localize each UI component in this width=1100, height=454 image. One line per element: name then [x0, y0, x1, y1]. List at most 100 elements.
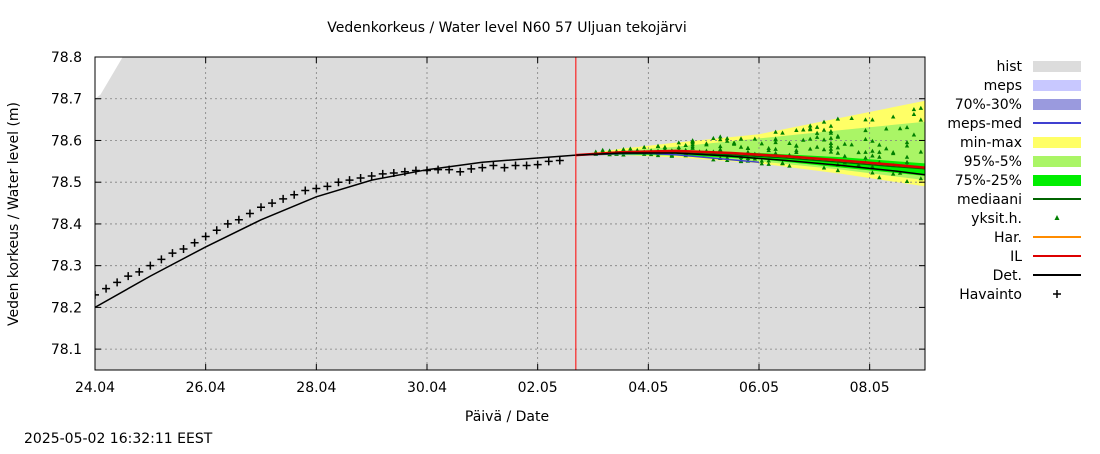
- ensemble-point: [890, 151, 896, 156]
- ensemble-point: [655, 144, 661, 149]
- legend-label: meps-med: [947, 116, 1022, 132]
- ensemble-point: [780, 130, 785, 135]
- observation-point: [345, 176, 354, 185]
- ensemble-point: [863, 127, 868, 133]
- x-tick-label: 02.05: [518, 380, 558, 396]
- ensemble-point: [628, 146, 633, 151]
- observation-point: [400, 167, 409, 176]
- ensemble-point: [904, 124, 910, 130]
- ensemble-point: [690, 145, 695, 150]
- ensemble-point: [828, 128, 834, 134]
- ensemble-point: [814, 130, 820, 135]
- ensemble-point: [911, 107, 917, 112]
- ensemble-point: [849, 142, 854, 147]
- observation-point: [533, 160, 542, 169]
- ensemble-point: [870, 153, 875, 158]
- ensemble-point: [856, 149, 861, 155]
- ensemble-point: [641, 144, 647, 149]
- x-tick-label: 26.04: [186, 380, 226, 396]
- observation-point: [555, 156, 564, 165]
- legend-label: min-max: [960, 135, 1022, 151]
- ensemble-point: [794, 143, 799, 148]
- ensemble-point: [863, 117, 868, 122]
- legend-label: 70%-30%: [955, 97, 1022, 113]
- legend-label: Har.: [994, 230, 1022, 246]
- x-tick-label: 04.05: [628, 380, 668, 396]
- observation-point: [102, 284, 111, 293]
- ensemble-point: [711, 157, 716, 162]
- observation-point: [467, 164, 476, 173]
- observation-point: [190, 238, 199, 247]
- y-tick-label: 78.8: [51, 50, 82, 66]
- ensemble-point: [745, 145, 751, 150]
- observation-point: [522, 161, 531, 170]
- legend-label: mediaani: [957, 192, 1022, 208]
- legend-label: IL: [1010, 249, 1022, 265]
- legend-swatch-95-5: [1033, 156, 1081, 167]
- ensemble-point: [863, 136, 868, 141]
- y-tick-label: 78.5: [51, 175, 82, 191]
- ensemble-point: [787, 163, 792, 168]
- ensemble-point: [890, 171, 896, 176]
- ensemble-point: [766, 145, 771, 150]
- ensemble-point: [897, 170, 903, 175]
- ensemble-point: [773, 137, 778, 142]
- ensemble-point: [766, 161, 771, 166]
- ensemble-point: [835, 168, 841, 173]
- observation-point: [146, 261, 155, 270]
- ensemble-point: [807, 136, 813, 141]
- ensemble-point: [773, 146, 778, 151]
- ensemble-point: [683, 142, 688, 148]
- ensemble-point: [904, 139, 910, 145]
- observation-point: [389, 169, 398, 178]
- ensemble-point: [856, 162, 861, 167]
- legend-swatch-yksit-h: [1054, 215, 1060, 220]
- ensemble-point: [897, 126, 903, 131]
- y-tick-label: 78.2: [51, 300, 82, 316]
- legend-swatch-meps: [1033, 80, 1081, 91]
- observation-point: [434, 165, 443, 174]
- ensemble-point: [718, 143, 723, 149]
- observation-point: [489, 161, 498, 170]
- ensemble-point: [863, 155, 868, 160]
- ensemble-point: [863, 149, 868, 154]
- ensemble-point: [877, 154, 882, 159]
- observation-point: [323, 182, 332, 191]
- ensemble-point: [724, 138, 730, 143]
- ensemble-point: [911, 132, 917, 137]
- ensemble-point: [807, 146, 813, 151]
- ensemble-point: [773, 129, 778, 134]
- observation-point: [334, 178, 343, 187]
- p75-25-band: [575, 150, 925, 176]
- ensemble-point: [828, 149, 834, 154]
- ensemble-point: [662, 144, 668, 149]
- ensemble-point: [870, 138, 875, 143]
- ensemble-point: [918, 149, 924, 154]
- ensemble-point: [828, 123, 834, 128]
- x-tick-label: 30.04: [407, 380, 447, 396]
- ensemble-point: [738, 136, 744, 141]
- y-tick-label: 78.3: [51, 259, 82, 275]
- ensemble-point: [828, 140, 834, 145]
- ensemble-point: [621, 147, 626, 152]
- ensemble-point: [918, 105, 924, 110]
- observation-point: [95, 290, 99, 299]
- legend-label: Havainto: [959, 287, 1022, 303]
- observation-point: [367, 171, 376, 180]
- plot-area: [94, 56, 926, 371]
- observation-point: [279, 194, 288, 203]
- ensemble-point: [870, 117, 875, 122]
- ensemble-point: [807, 123, 813, 128]
- ensemble-point: [724, 155, 730, 160]
- legend-label: yksit.h.: [971, 211, 1022, 227]
- legend-label: meps: [984, 78, 1022, 94]
- x-axis: 24.04 26.04 28.04 30.04 02.05 04.05 06.05 08.05: [75, 57, 890, 396]
- observation-point: [511, 161, 520, 170]
- ensemble-point: [669, 153, 675, 158]
- observation-point: [223, 219, 232, 228]
- y-tick-label: 78.1: [51, 342, 82, 358]
- ensemble-point: [759, 158, 764, 163]
- ensemble-point: [828, 143, 834, 148]
- ensemble-point: [718, 134, 723, 139]
- ensemble-point: [718, 147, 723, 152]
